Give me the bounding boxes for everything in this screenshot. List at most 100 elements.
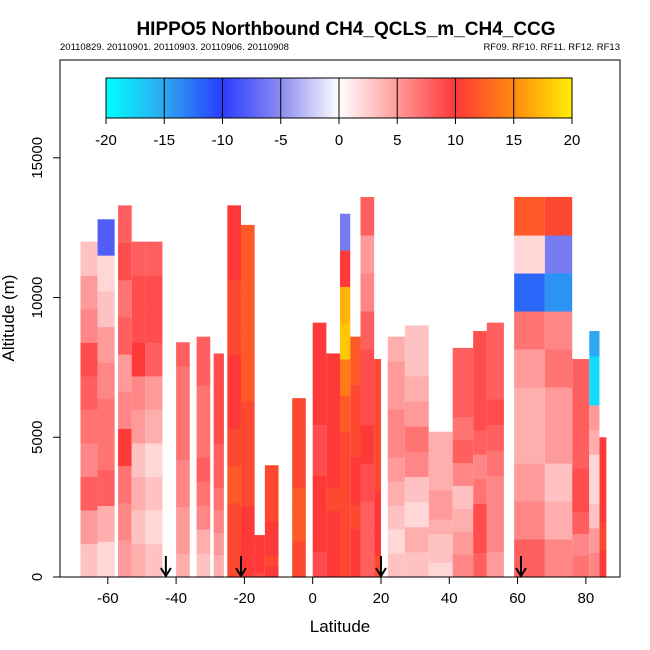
heat-cell	[404, 501, 429, 528]
heat-cell	[240, 330, 255, 367]
heat-cell	[118, 539, 132, 578]
heat-cell	[350, 480, 361, 506]
heat-cell	[196, 456, 211, 482]
y-tick-label: 10000	[29, 277, 46, 319]
y-tick-label: 15000	[29, 137, 46, 179]
heat-cell	[404, 426, 429, 452]
heat-cell	[213, 398, 224, 422]
profile-column	[340, 213, 351, 578]
heat-cell	[312, 526, 327, 553]
chart-title: HIPPO5 Northbound CH4_QCLS_m_CH4_CCG	[136, 19, 555, 40]
heat-cell	[196, 528, 211, 554]
heat-cell	[326, 353, 340, 377]
heat-cell	[312, 373, 327, 400]
y-tick-label: 5000	[29, 421, 46, 454]
heat-cell	[176, 459, 190, 484]
profile-column	[176, 342, 190, 578]
heat-cell	[486, 348, 504, 375]
heat-cell	[404, 526, 429, 553]
heat-cell	[80, 476, 98, 511]
heat-cell	[118, 428, 132, 467]
colorbar-tick-label: 5	[393, 132, 401, 149]
heat-cell	[196, 552, 211, 578]
heat-cell	[80, 275, 98, 310]
heat-cell	[145, 375, 163, 410]
heat-cell	[292, 451, 306, 471]
heat-cell	[240, 224, 255, 261]
heat-cell	[599, 563, 607, 578]
heat-cell	[374, 446, 381, 469]
heat-cell	[589, 478, 600, 504]
profile-column	[97, 219, 115, 578]
heat-cell	[312, 398, 327, 426]
heat-cell	[486, 551, 504, 578]
heat-cell	[387, 432, 405, 458]
heat-cell	[404, 400, 429, 427]
heat-cell	[227, 205, 241, 244]
heat-cell	[473, 552, 487, 578]
heat-cell	[254, 551, 265, 557]
arrow-marker	[160, 556, 172, 578]
profile-column	[404, 325, 429, 578]
heat-cell	[213, 509, 224, 533]
heat-cell	[80, 342, 98, 377]
heat-cell	[131, 308, 146, 343]
heat-cell	[131, 409, 146, 444]
heat-cell	[544, 538, 573, 578]
heat-cell	[572, 359, 590, 382]
heat-cell	[131, 476, 146, 511]
heat-cell	[145, 509, 163, 545]
heat-cell	[374, 511, 381, 535]
heat-cell	[176, 342, 190, 367]
heat-cell	[452, 416, 474, 441]
heat-cell	[227, 316, 241, 355]
heat-cell	[374, 402, 381, 426]
heat-cell	[264, 521, 279, 533]
heat-cell	[292, 541, 306, 560]
heat-cell	[350, 384, 361, 410]
colorbar: -20 -15 -10 -5 0 5 10 15 20	[95, 77, 580, 149]
heat-cell	[227, 428, 241, 467]
heat-cell	[131, 509, 146, 545]
heat-cell	[145, 275, 163, 310]
arrow-marker	[235, 556, 247, 578]
heat-cell	[599, 437, 607, 452]
heat-cell	[292, 416, 306, 435]
profile-column	[213, 353, 224, 578]
heat-cell	[544, 462, 573, 502]
heat-cell	[589, 503, 600, 529]
heat-cell	[97, 255, 115, 292]
heat-cell	[387, 408, 405, 434]
heat-cell	[131, 241, 146, 276]
heat-cell	[145, 409, 163, 444]
heat-cell	[404, 375, 429, 402]
heat-cell	[176, 365, 190, 390]
heat-cell	[118, 502, 132, 541]
heat-cell	[196, 336, 211, 362]
heat-cell	[360, 386, 375, 426]
heat-cell	[486, 526, 504, 553]
heat-cell	[599, 507, 607, 522]
heat-cell	[514, 538, 545, 578]
heat-cell	[292, 433, 306, 453]
heat-cell	[374, 359, 381, 382]
heat-cell	[312, 500, 327, 527]
heat-cell	[240, 365, 255, 402]
heat-cell	[544, 500, 573, 540]
profile-column	[227, 205, 241, 578]
heat-cell	[340, 395, 351, 433]
heat-cell	[572, 402, 590, 426]
heat-cell	[599, 465, 607, 480]
heat-cell	[196, 432, 211, 458]
heat-cell	[599, 549, 607, 564]
heat-cell	[254, 564, 265, 570]
heat-cell	[589, 527, 600, 554]
heat-cell	[326, 398, 340, 422]
profile-column	[589, 331, 600, 578]
heat-cell	[452, 462, 474, 486]
plot-frame	[59, 59, 621, 578]
heat-cell	[80, 409, 98, 444]
x-axis-label: Latitude	[310, 617, 371, 636]
heat-cell	[404, 451, 429, 477]
heat-cell	[264, 554, 279, 567]
